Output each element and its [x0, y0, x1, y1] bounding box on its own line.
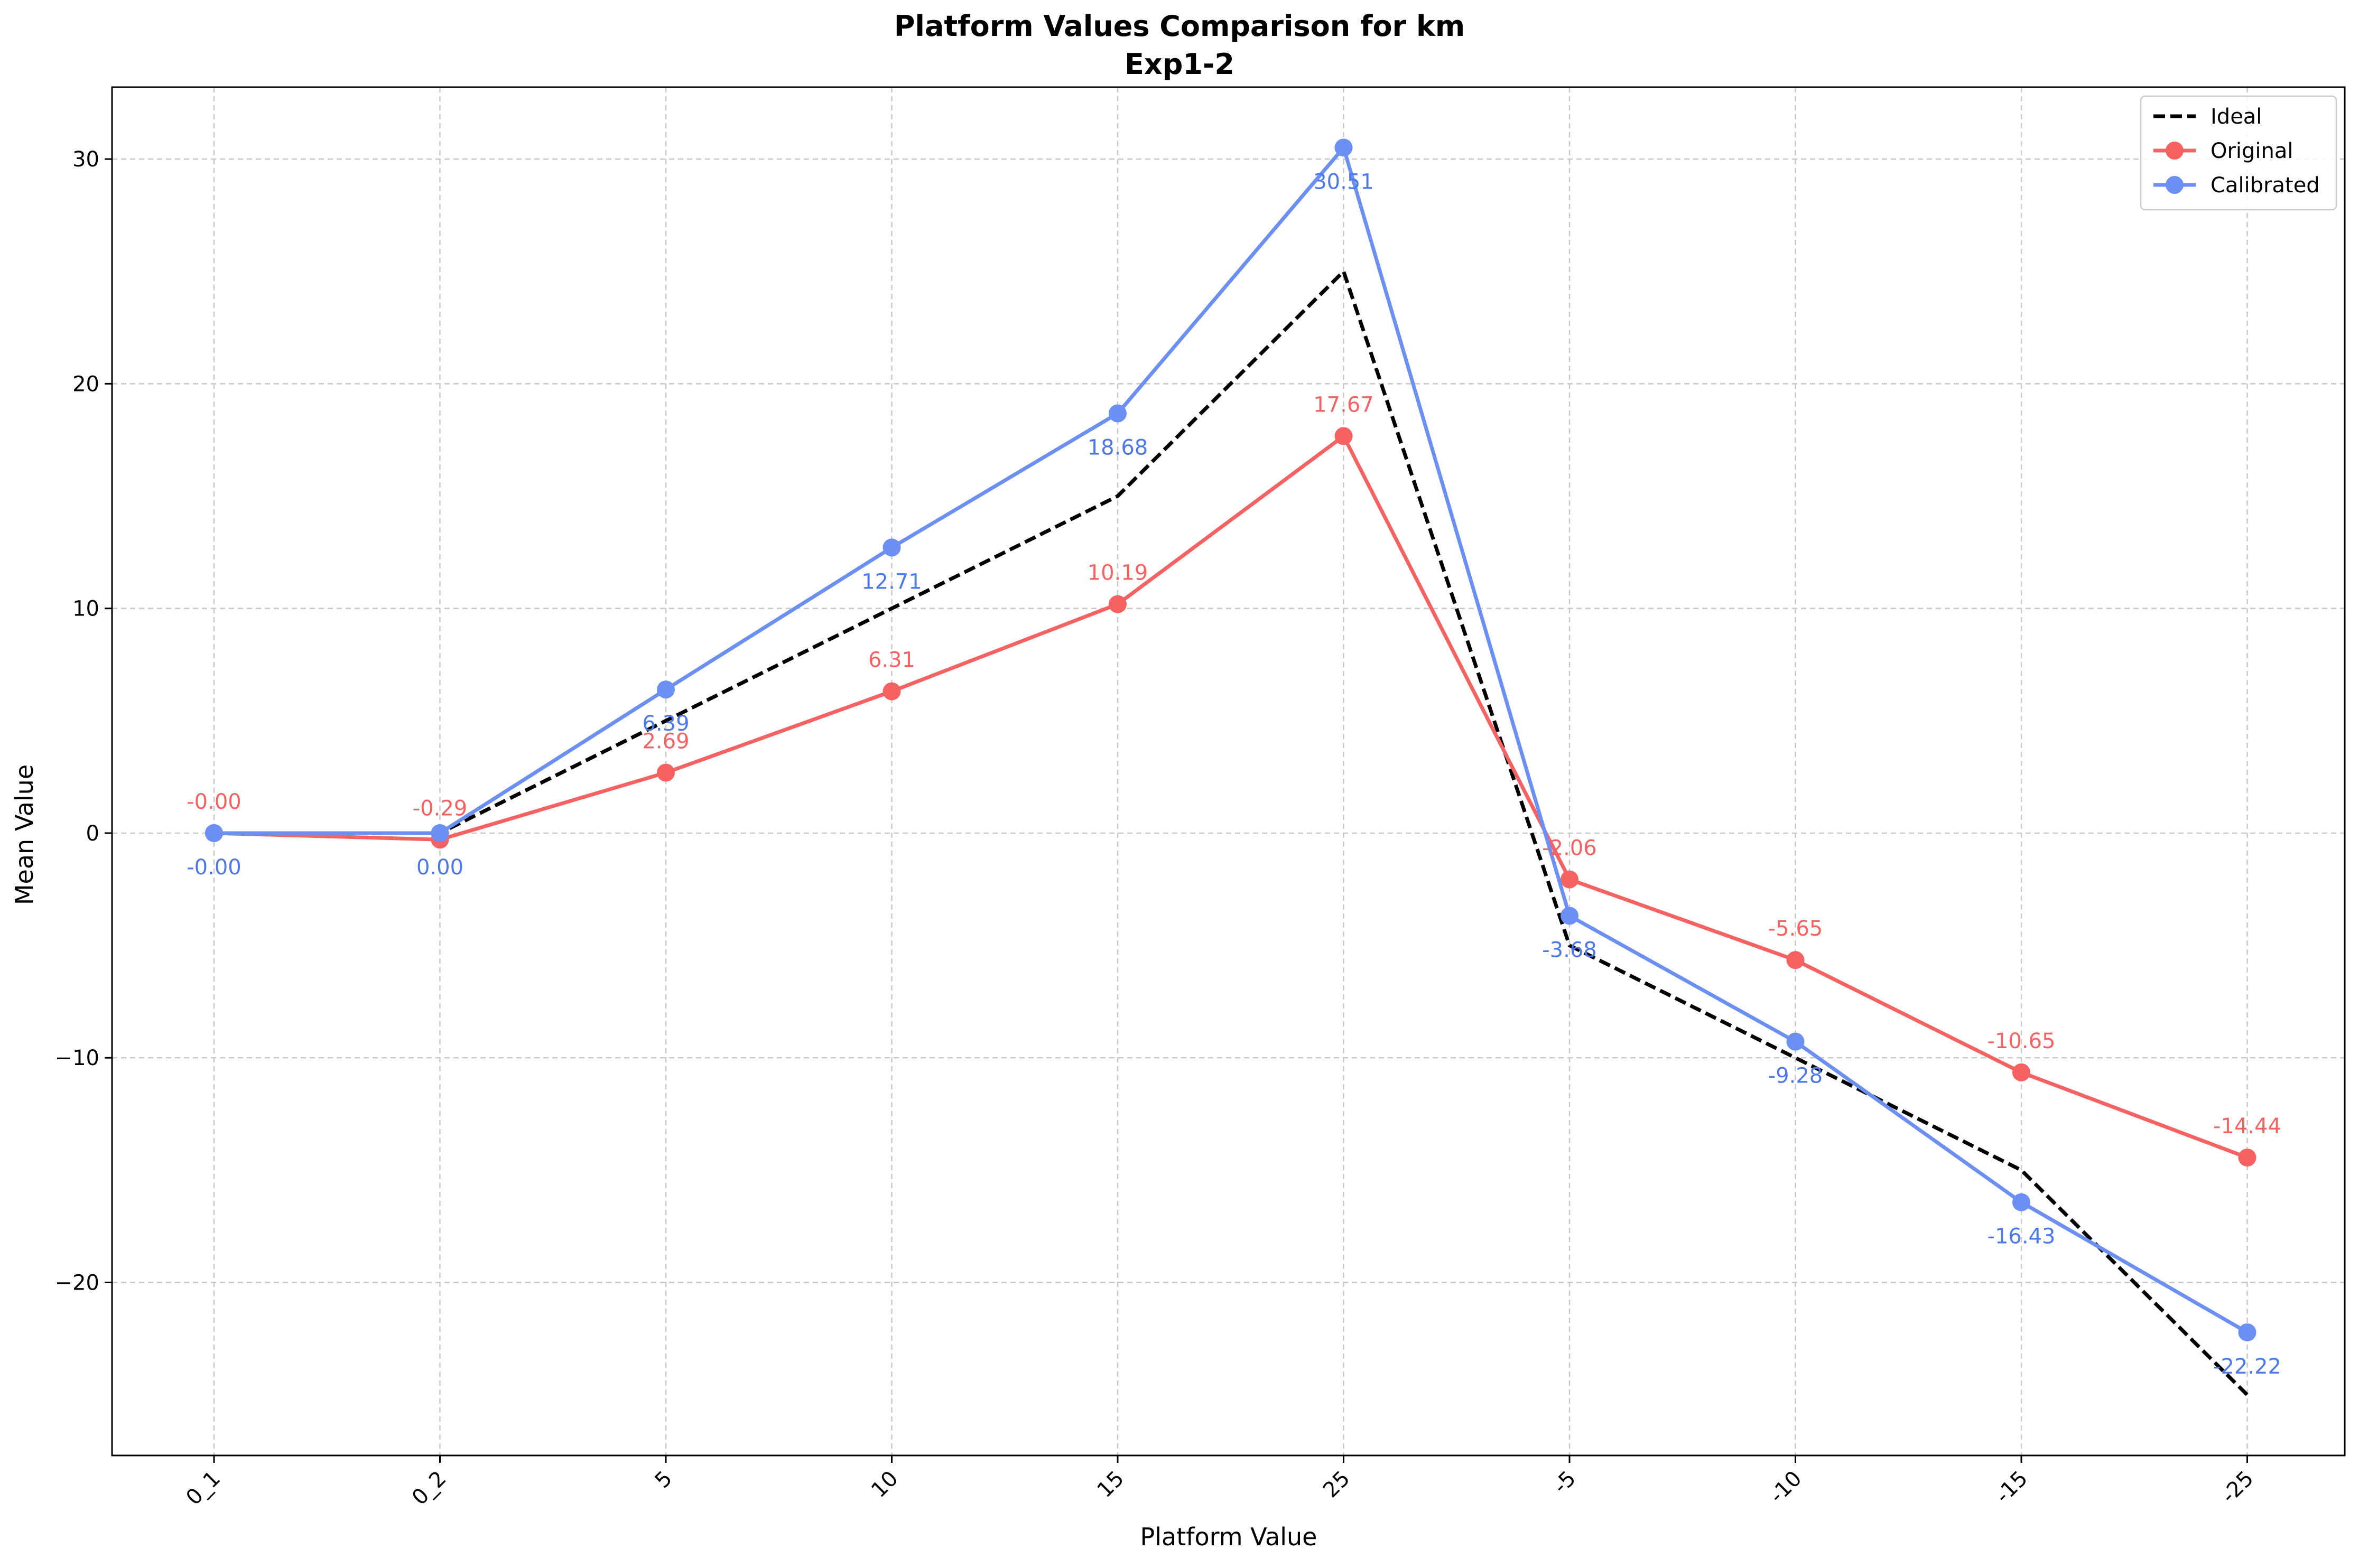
calibrated-point [2238, 1323, 2256, 1341]
calibrated-point [431, 824, 449, 842]
original-data-label: -14.44 [2213, 1114, 2281, 1138]
y-tick-label: −20 [55, 1271, 99, 1295]
original-data-label: -0.29 [413, 796, 468, 820]
original-point [2238, 1149, 2256, 1167]
calibrated-point [657, 680, 675, 699]
original-data-label: 10.19 [1088, 561, 1148, 585]
calibrated-data-label: 0.00 [416, 855, 463, 880]
original-data-label: 6.31 [868, 648, 915, 673]
legend-calibrated-marker [2166, 176, 2184, 194]
calibrated-point [1334, 138, 1353, 157]
calibrated-data-label: -0.00 [187, 855, 242, 880]
original-data-label: -2.06 [1542, 836, 1597, 861]
original-data-label: -0.00 [187, 790, 242, 814]
legend: Ideal Original Calibrated [2140, 95, 2337, 211]
original-point [1786, 951, 1805, 969]
y-tick-label: 0 [86, 822, 99, 846]
calibrated-point [205, 824, 223, 842]
calibrated-point [883, 538, 901, 557]
calibrated-data-label: 12.71 [861, 570, 922, 594]
plot-area-frame [111, 86, 2346, 1457]
ideal-series-line [214, 269, 2249, 1396]
calibrated-data-label: -22.22 [2213, 1355, 2281, 1379]
y-axis-label: Mean Value [10, 764, 39, 905]
original-point [883, 682, 901, 701]
calibrated-point [1561, 907, 1578, 925]
calibrated-point [1109, 404, 1127, 423]
calibrated-series-line [214, 145, 2249, 1334]
chart-subtitle: Exp1-2 [1125, 48, 1234, 81]
original-series-line [213, 434, 2248, 1160]
legend-original-label: Original [2211, 139, 2293, 163]
original-point [1334, 427, 1353, 445]
original-point [657, 763, 675, 782]
calibrated-data-label: -9.28 [1768, 1064, 1823, 1088]
legend-ideal-label: Ideal [2211, 105, 2262, 129]
calibrated-point [2012, 1193, 2030, 1211]
calibrated-data-label: 6.39 [642, 712, 689, 736]
original-data-label: 17.67 [1313, 393, 1374, 417]
x-axis-label: Platform Value [1140, 1523, 1317, 1551]
legend-box [2140, 95, 2337, 211]
original-data-label: -10.65 [1987, 1029, 2056, 1053]
original-data-label: -5.65 [1768, 917, 1823, 941]
original-point [2012, 1063, 2030, 1081]
y-tick-label: 10 [72, 597, 99, 621]
calibrated-point [1786, 1032, 1805, 1051]
y-tick-label: 30 [72, 147, 99, 172]
legend-calibrated-label: Calibrated [2211, 173, 2320, 198]
calibrated-data-label: -3.68 [1542, 938, 1597, 962]
y-axis-ticks: −20 −10 0 10 20 30 [55, 147, 112, 1295]
series-layer [205, 138, 2256, 1396]
calibrated-data-label: 18.68 [1088, 436, 1148, 460]
original-point [1109, 595, 1127, 613]
calibrated-data-label: -16.43 [1987, 1225, 2056, 1249]
legend-original-marker [2166, 142, 2184, 160]
data-labels: -0.00 -0.29 2.69 6.31 10.19 17.67 -2.06 -5.65 -1… [187, 170, 2281, 1379]
original-point [1561, 870, 1578, 889]
calibrated-data-label: 30.51 [1313, 170, 1374, 194]
y-tick-label: 20 [72, 372, 99, 396]
y-tick-label: −10 [55, 1046, 99, 1070]
original-data-label: 2.69 [642, 730, 689, 754]
chart-title: Platform Values Comparison for km [894, 10, 1465, 43]
